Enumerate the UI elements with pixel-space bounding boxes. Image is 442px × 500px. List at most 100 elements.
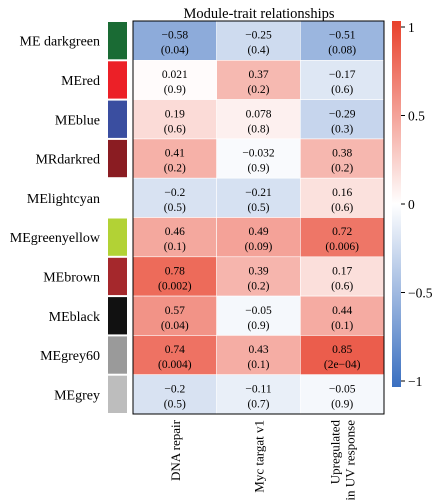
cell-value-label: −0.2 xyxy=(164,187,185,199)
color-scale-tick-label: 1 xyxy=(408,20,415,35)
cell-pvalue-label: (0.9) xyxy=(164,84,186,96)
heatmap-cell xyxy=(132,20,217,61)
heatmap-cell xyxy=(132,335,217,375)
module-color-swatch xyxy=(108,22,127,60)
heatmap-cell xyxy=(216,177,301,218)
cell-value-label: 0.39 xyxy=(248,265,268,277)
cell-value-label: −0.05 xyxy=(245,305,272,317)
heatmap-cell xyxy=(216,20,301,61)
color-scale-tick-label: −0.5 xyxy=(408,286,433,301)
cell-pvalue-label: (0.2) xyxy=(164,163,186,175)
cell-value-label: 0.16 xyxy=(332,187,352,199)
module-color-swatch xyxy=(108,100,127,138)
row-label: MEgreenyellow xyxy=(10,231,101,246)
cell-value-label: −0.032 xyxy=(242,148,275,160)
cell-value-label: −0.29 xyxy=(329,108,356,120)
color-scale-legend: 1 0.5 0 −0.5 −1 xyxy=(392,20,433,389)
module-color-swatch xyxy=(108,179,127,217)
cell-value-label: −0.2 xyxy=(164,383,185,395)
cell-pvalue-label: (0.1) xyxy=(247,359,269,371)
row-label: MRdarkred xyxy=(35,153,100,168)
cell-pvalue-label: (0.08) xyxy=(328,45,356,57)
column-label: in UV response xyxy=(343,420,358,500)
heatmap-cell xyxy=(300,256,385,297)
cell-pvalue-label: (0.2) xyxy=(247,280,269,292)
cell-value-label: −0.17 xyxy=(329,69,356,81)
module-color-swatch xyxy=(108,336,127,374)
heatmap-cell xyxy=(216,59,301,100)
cell-value-label: 0.078 xyxy=(246,108,272,120)
cell-value-label: 0.72 xyxy=(332,226,352,238)
heatmap-cell xyxy=(216,217,301,258)
module-color-swatches xyxy=(108,22,127,413)
cell-value-label: −0.05 xyxy=(329,383,356,395)
cell-pvalue-label: (0.3) xyxy=(331,123,353,135)
heatmap-cell xyxy=(300,138,385,179)
cell-value-label: 0.78 xyxy=(165,265,185,277)
row-label: MEred xyxy=(61,74,100,89)
cell-value-label: −0.25 xyxy=(245,30,272,42)
cell-value-label: −0.58 xyxy=(162,30,189,42)
cell-pvalue-label: (0.6) xyxy=(331,280,353,292)
module-color-swatch xyxy=(108,61,127,99)
cell-pvalue-label: (0.09) xyxy=(245,241,273,253)
cell-value-label: −0.21 xyxy=(245,187,272,199)
cell-pvalue-label: (0.9) xyxy=(331,398,353,410)
heatmap-cell xyxy=(132,138,217,179)
heatmap-cells: −0.58 (0.04) −0.25 (0.4) −0.51 (0.08) 0.021 (0.… xyxy=(132,20,385,415)
heatmap-cell xyxy=(300,177,385,218)
cell-pvalue-label: (2e−04) xyxy=(324,359,361,371)
cell-value-label: −0.11 xyxy=(245,383,271,395)
cell-pvalue-label: (0.7) xyxy=(247,398,269,410)
cell-pvalue-label: (0.002) xyxy=(158,280,192,292)
cell-value-label: 0.17 xyxy=(332,265,352,277)
cell-pvalue-label: (0.2) xyxy=(247,84,269,96)
module-color-swatch xyxy=(108,257,127,296)
cell-pvalue-label: (0.2) xyxy=(331,163,353,175)
cell-value-label: 0.021 xyxy=(162,69,188,81)
row-labels: ME darkgreen MEred MEblue MRdarkred MElightc… xyxy=(10,35,101,404)
heatmap-cell xyxy=(132,59,217,100)
heatmap-cell xyxy=(132,295,217,336)
cell-value-label: 0.37 xyxy=(248,69,268,81)
cell-pvalue-label: (0.006) xyxy=(325,241,359,253)
heatmap-cell xyxy=(216,256,301,297)
color-scale-tick-label: −1 xyxy=(408,374,422,389)
cell-pvalue-label: (0.5) xyxy=(164,202,186,214)
cell-pvalue-label: (0.5) xyxy=(164,398,186,410)
cell-value-label: 0.57 xyxy=(165,305,185,317)
cell-pvalue-label: (0.9) xyxy=(247,163,269,175)
row-label: MEgrey60 xyxy=(40,349,100,364)
cell-pvalue-label: (0.6) xyxy=(331,202,353,214)
module-color-swatch xyxy=(108,139,127,178)
chart-title: Module-trait relationships xyxy=(183,6,334,22)
cell-value-label: 0.46 xyxy=(165,226,185,238)
row-label: MEbrown xyxy=(43,270,100,285)
cell-pvalue-label: (0.1) xyxy=(331,320,353,332)
cell-pvalue-label: (0.1) xyxy=(164,241,186,253)
module-color-swatch xyxy=(108,375,127,413)
cell-pvalue-label: (0.8) xyxy=(247,123,269,135)
row-label: MEblue xyxy=(55,113,100,128)
cell-pvalue-label: (0.4) xyxy=(247,45,269,57)
heatmap-border xyxy=(132,20,385,415)
heatmap-cell xyxy=(300,217,385,258)
cell-pvalue-label: (0.6) xyxy=(331,84,353,96)
cell-value-label: 0.41 xyxy=(165,148,185,160)
column-labels: DNA repair Myc targat v1 Upregulated in UV … xyxy=(168,419,358,500)
row-label: MEblack xyxy=(49,310,100,325)
heatmap-cell xyxy=(132,256,217,297)
heatmap-cell xyxy=(216,99,301,140)
row-label: ME darkgreen xyxy=(20,35,100,50)
cell-value-label: 0.49 xyxy=(248,226,268,238)
cell-value-label: 0.38 xyxy=(332,148,352,160)
column-label: Upregulated xyxy=(328,420,343,485)
module-color-swatch xyxy=(108,297,127,335)
cell-pvalue-label: (0.6) xyxy=(164,123,186,135)
heatmap-cell xyxy=(132,177,217,218)
row-label: MElightcyan xyxy=(27,192,100,207)
heatmap-cell xyxy=(132,374,217,415)
color-scale-tick-label: 0 xyxy=(408,197,415,212)
cell-pvalue-label: (0.9) xyxy=(247,320,269,332)
